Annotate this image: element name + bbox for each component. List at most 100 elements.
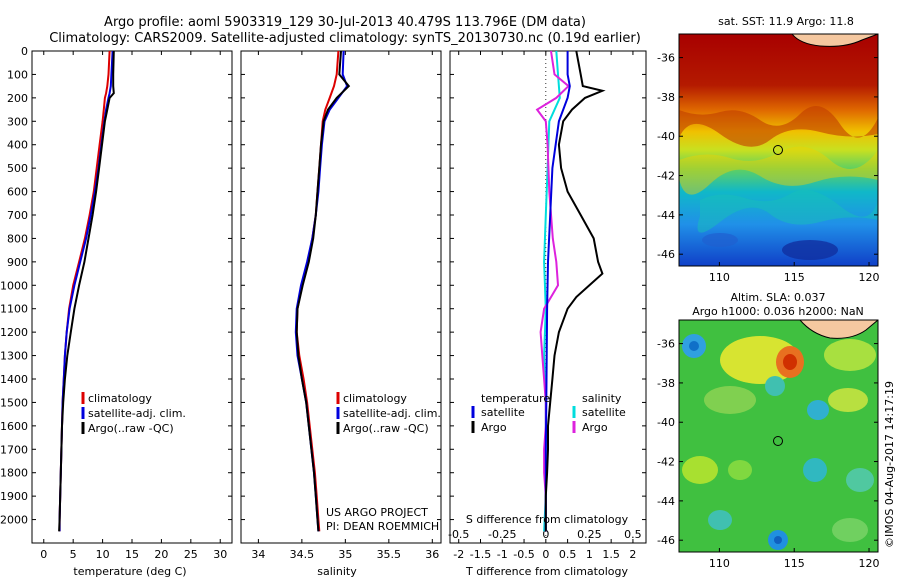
salinity-panel-frame (240, 50, 442, 544)
x-tick-label: 20 (154, 548, 168, 561)
x-tick-label: 35 (338, 548, 352, 561)
depth-tick-label: 1100 (0, 303, 28, 316)
depth-tick-label: 1600 (0, 420, 28, 433)
sla-title-line-2: Argo h1000: 0.036 h2000: NaN (692, 305, 864, 318)
map-x-tick-label: 120 (859, 557, 880, 570)
sla-map-ticks: 110 115 120 -36 -38 -40 -42 -44 -46 (657, 338, 879, 570)
x-tick-label: 15 (125, 548, 139, 561)
series-line-temperature-argo (544, 50, 606, 532)
x-tick-label: 34.5 (290, 548, 315, 561)
legend-title-temperature: temperature (481, 392, 550, 405)
salinity-legend: climatology satellite-adj. clim. Argo(..… (326, 392, 441, 533)
x-tick-label: 0 (542, 548, 549, 561)
sst-map-title: sat. SST: 11.9 Argo: 11.8 (718, 15, 854, 28)
series-line-climatology (295, 50, 340, 532)
legend-label-satellite: satellite-adj. clim. (88, 407, 186, 420)
s-tick-label: 0.25 (577, 528, 602, 541)
series-line-satellite (294, 50, 349, 532)
series-line-climatology (58, 50, 111, 532)
x-tick-label: 0.5 (559, 548, 577, 561)
map-y-tick-label: -36 (657, 338, 675, 351)
map-y-tick-label: -42 (657, 456, 675, 469)
depth-tick-label: 1400 (0, 373, 28, 386)
sst-map-frame (678, 33, 879, 267)
x-tick-label: -0.5 (513, 548, 534, 561)
depth-tick-label: 1700 (0, 443, 28, 456)
series-line-temperature-satellite (544, 51, 571, 532)
map-x-tick-label: 110 (709, 557, 730, 570)
t-difference-axis-label: T difference from climatology (465, 565, 628, 578)
x-tick-label: 30 (213, 548, 227, 561)
legend-label-temperature-satellite: satellite (481, 406, 525, 419)
x-tick-label: 1 (586, 548, 593, 561)
x-tick-label: -1 (497, 548, 508, 561)
map-y-tick-label: -36 (657, 52, 675, 65)
x-tick-label: 1.5 (602, 548, 620, 561)
depth-tick-label: 1900 (0, 490, 28, 503)
sst-argo-marker (773, 145, 783, 155)
map-y-tick-label: -40 (657, 130, 675, 143)
x-tick-label: 25 (184, 548, 198, 561)
series-line-salinity-argo (535, 50, 570, 532)
map-y-tick-label: -44 (657, 209, 675, 222)
difference-panel-frame (449, 50, 647, 544)
depth-tick-label: 200 (7, 92, 28, 105)
map-x-tick-label: 115 (784, 271, 805, 284)
x-tick-label: 36 (425, 548, 439, 561)
s-difference-axis-label: S difference from climatology (466, 513, 629, 526)
project-annotation: US ARGO PROJECT (326, 506, 428, 519)
sla-argo-marker (773, 436, 783, 446)
legend-label-argo: Argo(..raw -QC) (88, 422, 174, 435)
pi-annotation: PI: DEAN ROEMMICH (326, 520, 439, 533)
depth-tick-label: 500 (7, 162, 28, 175)
x-tick-label: 34 (251, 548, 265, 561)
s-tick-label: -0.5 (448, 528, 469, 541)
s-tick-label: -0.25 (488, 528, 516, 541)
imos-watermark: ©IMOS 04-Aug-2017 14:17:19 (883, 381, 896, 548)
legend-title-salinity: salinity (582, 392, 622, 405)
sst-map-image (679, 34, 878, 266)
sla-title-line-1: Altim. SLA: 0.037 (730, 291, 825, 304)
x-tick-label: 10 (96, 548, 110, 561)
salinity-axis-label: salinity (317, 565, 357, 578)
series-line-argo (295, 50, 351, 532)
map-y-tick-label: -42 (657, 170, 675, 183)
temperature-panel-frame (31, 50, 233, 544)
map-y-tick-label: -46 (657, 534, 675, 547)
depth-tick-label: 100 (7, 68, 28, 81)
legend-label-satellite: satellite-adj. clim. (343, 407, 441, 420)
title-line-1: Argo profile: aoml 5903319_129 30-Jul-20… (104, 15, 586, 30)
axes-layer: 0 5 10 15 20 25 30 34 34.5 35 35.5 36 -2 -1.5 -1 -0.5 0 0… (32, 50, 646, 561)
depth-tick-label: 1500 (0, 396, 28, 409)
map-x-tick-label: 120 (859, 271, 880, 284)
difference-legend: temperature salinity satellite Argo sate… (471, 392, 626, 434)
map-x-tick-label: 110 (709, 271, 730, 284)
legend-label-temperature-argo: Argo (481, 421, 507, 434)
x-tick-label: -1.5 (470, 548, 491, 561)
temperature-axis-label: temperature (deg C) (73, 565, 186, 578)
x-tick-label: 5 (70, 548, 77, 561)
x-tick-label: 2 (629, 548, 636, 561)
temperature-legend: climatology satellite-adj. clim. Argo(..… (81, 392, 186, 435)
depth-tick-label: 700 (7, 209, 28, 222)
x-tick-label: 35.5 (377, 548, 402, 561)
legend-label-salinity-satellite: satellite (582, 406, 626, 419)
depth-tick-label: 1200 (0, 326, 28, 339)
map-x-tick-label: 115 (784, 557, 805, 570)
legend-label-climatology: climatology (88, 392, 152, 405)
sst-map-ticks: 110 115 120 -36 -38 -40 -42 -44 -46 (657, 52, 879, 284)
depth-tick-label: 0 (21, 45, 28, 58)
depth-tick-label: 600 (7, 186, 28, 199)
title-line-2: Climatology: CARS2009. Satellite-adjuste… (49, 31, 641, 46)
series-line-argo (58, 50, 115, 532)
depth-tick-label: 800 (7, 232, 28, 245)
depth-tick-label: 1000 (0, 279, 28, 292)
map-y-tick-label: -38 (657, 377, 675, 390)
depth-tick-label: 2000 (0, 514, 28, 527)
map-y-tick-label: -44 (657, 495, 675, 508)
map-y-tick-label: -40 (657, 416, 675, 429)
depth-tick-label: 400 (7, 139, 28, 152)
legend-label-climatology: climatology (343, 392, 407, 405)
legend-label-argo: Argo(..raw -QC) (343, 422, 429, 435)
